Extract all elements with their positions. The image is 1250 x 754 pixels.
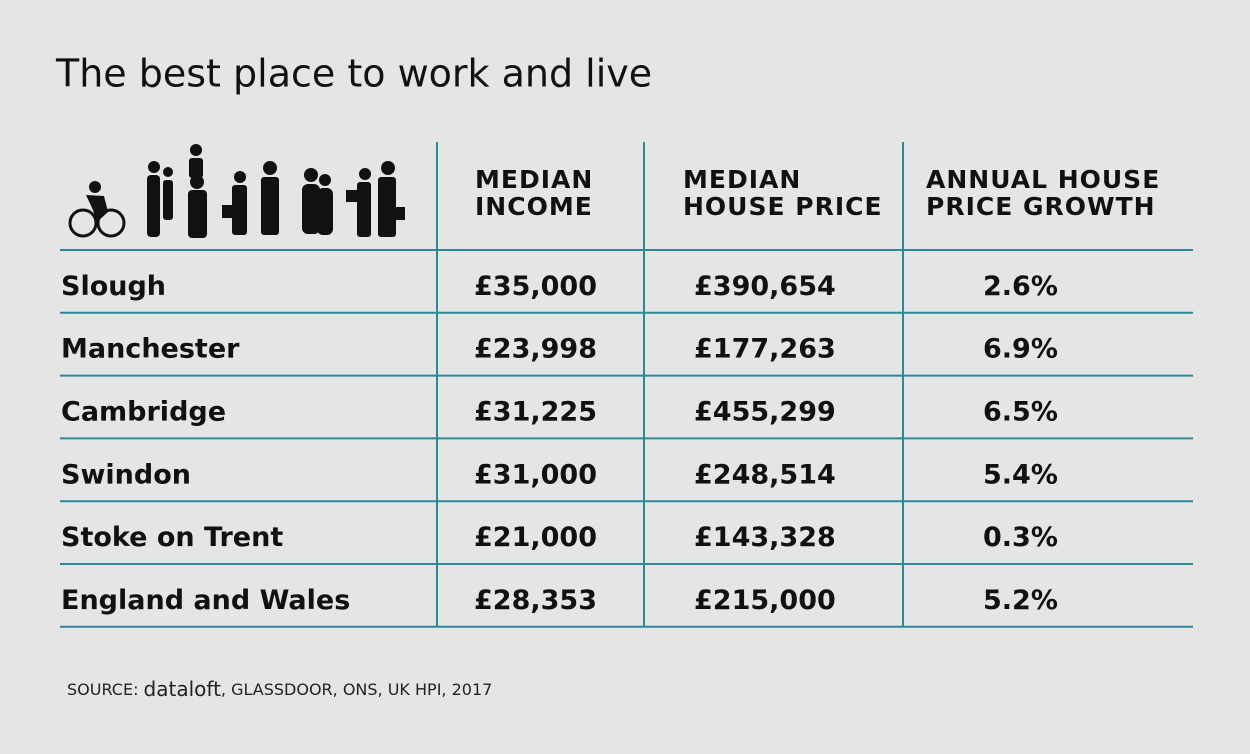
table-cell: £21,000: [474, 522, 597, 553]
table-cell: 5.2%: [983, 585, 1058, 616]
source-rest: , GLASSDOOR, ONS, UK HPI, 2017: [221, 680, 492, 699]
table-cell: £23,998: [474, 334, 597, 365]
table-cell: 6.9%: [983, 334, 1058, 365]
column-header: INCOME: [475, 192, 593, 221]
source-brand: dataloft: [144, 677, 222, 701]
column-header: PRICE GROWTH: [926, 192, 1156, 221]
source-label: SOURCE:: [67, 680, 138, 699]
table-cell: £28,353: [474, 585, 597, 616]
table-cell: 2.6%: [983, 271, 1058, 302]
row-label: Cambridge: [61, 397, 226, 428]
table-cell: 6.5%: [983, 397, 1058, 428]
table-cell: 0.3%: [983, 522, 1058, 553]
column-header: ANNUAL HOUSE: [926, 165, 1160, 194]
row-label: Swindon: [61, 459, 191, 490]
table-cell: £31,225: [474, 397, 597, 428]
source: SOURCE: dataloft, GLASSDOOR, ONS, UK HPI…: [67, 677, 492, 701]
column-header: MEDIAN: [683, 165, 801, 194]
table-cell: £143,328: [694, 522, 836, 553]
table-cell: £31,000: [474, 459, 597, 490]
table-cell: £248,514: [694, 459, 836, 490]
table-cell: £35,000: [474, 271, 597, 302]
table-cell: £390,654: [694, 271, 836, 302]
row-label: Manchester: [61, 334, 240, 365]
row-label: England and Wales: [61, 585, 350, 616]
people-icons: [68, 144, 405, 238]
title: The best place to work and live: [55, 52, 652, 96]
table-cell: £455,299: [694, 397, 836, 428]
table-cell: £177,263: [694, 334, 836, 365]
table-cell: £215,000: [694, 585, 836, 616]
row-label: Slough: [61, 271, 166, 302]
row-label: Stoke on Trent: [61, 522, 283, 553]
column-header: HOUSE PRICE: [683, 192, 883, 221]
table-cell: 5.4%: [983, 459, 1058, 490]
column-header: MEDIAN: [475, 165, 593, 194]
